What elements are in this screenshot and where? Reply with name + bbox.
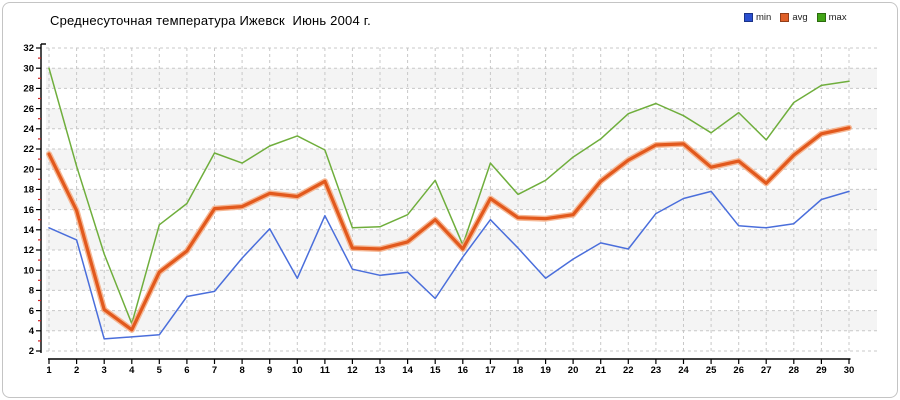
svg-text:3: 3 <box>102 365 107 376</box>
svg-text:27: 27 <box>761 365 772 376</box>
legend-item-min: min <box>744 13 771 23</box>
plot-bands <box>46 48 877 351</box>
legend-item-max: max <box>816 12 847 23</box>
x-axis-labels: 1 2 3 4 5 6 7 8 9 10 11 12 13 14 15 16 17 18 19 20 21 22 23 24 2… <box>46 365 854 376</box>
svg-text:6: 6 <box>184 365 189 376</box>
svg-text:28: 28 <box>789 365 800 376</box>
svg-text:18: 18 <box>513 365 524 376</box>
max-series-swatch-icon <box>816 13 826 23</box>
svg-text:4: 4 <box>29 326 35 337</box>
x-axis-ticks <box>48 359 850 364</box>
svg-text:9: 9 <box>267 365 272 376</box>
svg-text:19: 19 <box>540 365 551 376</box>
svg-text:24: 24 <box>678 365 689 376</box>
legend-label-min: min <box>756 12 772 23</box>
legend-label-avg: avg <box>792 12 808 23</box>
svg-text:29: 29 <box>816 365 827 376</box>
svg-text:15: 15 <box>430 365 441 376</box>
svg-text:18: 18 <box>23 185 34 196</box>
svg-text:8: 8 <box>29 286 34 297</box>
series-avg-line <box>47 126 851 332</box>
svg-text:2: 2 <box>74 365 79 376</box>
svg-text:26: 26 <box>733 365 744 376</box>
y-axis-ticks <box>36 47 41 352</box>
svg-text:22: 22 <box>23 144 34 155</box>
legend: min avg max <box>744 13 847 23</box>
svg-text:28: 28 <box>23 84 34 95</box>
series-min-line <box>48 190 850 340</box>
svg-text:14: 14 <box>23 225 34 236</box>
svg-text:7: 7 <box>212 365 217 376</box>
svg-text:8: 8 <box>239 365 244 376</box>
svg-text:12: 12 <box>23 245 34 256</box>
svg-text:25: 25 <box>706 365 717 376</box>
svg-text:17: 17 <box>485 365 496 376</box>
svg-text:30: 30 <box>844 365 855 376</box>
legend-item-avg: avg <box>780 12 808 23</box>
svg-text:5: 5 <box>157 365 163 376</box>
svg-text:20: 20 <box>568 365 579 376</box>
y-axis-minor-ticks <box>38 57 41 342</box>
svg-text:30: 30 <box>23 63 34 74</box>
svg-text:24: 24 <box>23 124 34 135</box>
svg-text:16: 16 <box>458 365 469 376</box>
series-max-line <box>48 67 850 325</box>
svg-text:10: 10 <box>292 365 303 376</box>
svg-text:21: 21 <box>595 365 606 376</box>
chart-title: Среднесуточная температура Ижевск Июнь 2… <box>50 13 371 28</box>
svg-text:26: 26 <box>23 104 34 115</box>
svg-text:6: 6 <box>29 306 34 317</box>
avg-series-swatch-icon <box>780 13 790 23</box>
svg-text:20: 20 <box>23 164 34 175</box>
legend-label-max: max <box>828 12 847 23</box>
svg-text:1: 1 <box>46 365 52 376</box>
svg-text:13: 13 <box>375 365 386 376</box>
min-series-swatch-icon <box>744 13 753 23</box>
svg-text:12: 12 <box>347 365 358 376</box>
svg-text:4: 4 <box>129 365 135 376</box>
svg-text:11: 11 <box>320 365 331 376</box>
svg-text:14: 14 <box>402 365 413 376</box>
svg-text:16: 16 <box>23 205 34 216</box>
svg-text:23: 23 <box>651 365 662 376</box>
axes <box>40 43 851 360</box>
svg-text:2: 2 <box>29 346 34 357</box>
svg-text:10: 10 <box>23 265 34 276</box>
svg-text:32: 32 <box>23 43 34 54</box>
svg-text:22: 22 <box>623 365 634 376</box>
